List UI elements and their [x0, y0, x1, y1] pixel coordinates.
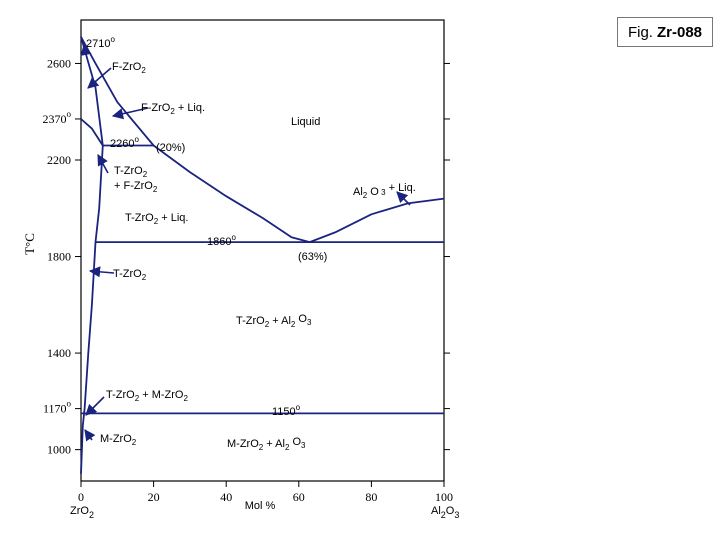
figure-badge: Fig. Zr-088	[617, 17, 713, 47]
phase-label-t-liq: T-ZrO2 + Liq.	[125, 212, 188, 226]
series-line-4	[80, 145, 104, 474]
phase-label-al2o3-liq: Al2 O 3 + Liq.	[353, 182, 416, 200]
y-tick-label: 1170o	[43, 399, 72, 416]
x-axis-label: Mol %	[245, 500, 276, 512]
leader-arrow-7	[80, 43, 92, 56]
annotation-t1150: 1150o	[272, 403, 301, 418]
phase-label-t-mzro2: T-ZrO2 + M-ZrO2	[106, 389, 188, 403]
x-tick-label: 60	[293, 490, 305, 504]
series-line-3	[80, 118, 104, 146]
y-tick-label: 1400	[47, 346, 71, 360]
x-axis-left-component: ZrO2	[70, 505, 94, 520]
leader-arrow-4	[85, 396, 105, 416]
annotation-p63: (63%)	[298, 251, 327, 263]
y-axis-label: T°C	[22, 233, 37, 255]
leader-arrow-3	[88, 266, 115, 278]
x-tick-label: 80	[365, 490, 377, 504]
x-tick-label: 40	[220, 490, 232, 504]
x-tick-label: 100	[435, 490, 453, 504]
leader-arrow-2	[97, 154, 109, 174]
leader-arrow-0	[87, 67, 112, 89]
annotation-p20: (20%)	[156, 142, 185, 154]
x-tick-label: 0	[78, 490, 84, 504]
annotation-t2260: 2260o	[110, 135, 139, 150]
x-tick-label: 20	[148, 490, 160, 504]
phase-label-m-al2o3: M-ZrO2 + Al2 O3	[227, 436, 306, 452]
annotation-liquid: Liquid	[291, 116, 320, 128]
plot-frame	[80, 19, 445, 482]
phase-label-t-al2o3: T-ZrO2 + Al2 O3	[236, 313, 312, 329]
leader-arrow-1	[111, 107, 149, 120]
y-tick-label: 2200	[47, 153, 71, 167]
phase-label-f-liq: F-ZrO2 + Liq.	[141, 102, 205, 116]
phase-label-t-fzro2-1: T-ZrO2	[114, 165, 148, 179]
phase-label-t-zro2: T-ZrO2	[113, 268, 147, 282]
series-line-1	[309, 197, 445, 243]
y-tick-label: 1800	[47, 250, 71, 264]
x-axis-right-component: Al2O3	[431, 505, 459, 520]
phase-label-f-zro2: F-ZrO2	[112, 61, 146, 75]
leader-arrow-5	[84, 429, 96, 442]
y-tick-label: 1000	[47, 443, 71, 457]
series-line-0	[80, 36, 310, 243]
annotation-t2710: 2710o	[86, 35, 115, 50]
phase-label-t-fzro2-2: + F-ZrO2	[114, 180, 158, 194]
annotation-t1860: 1860o	[207, 233, 236, 248]
y-tick-label: 2370o	[43, 109, 72, 126]
leader-arrow-6	[396, 191, 411, 206]
figure-badge-code: Zr-088	[656, 23, 703, 41]
phase-label-m-zro2: M-ZrO2	[100, 433, 137, 447]
y-tick-label: 2600	[47, 56, 71, 70]
figure-badge-prefix: Fig.	[627, 23, 653, 41]
